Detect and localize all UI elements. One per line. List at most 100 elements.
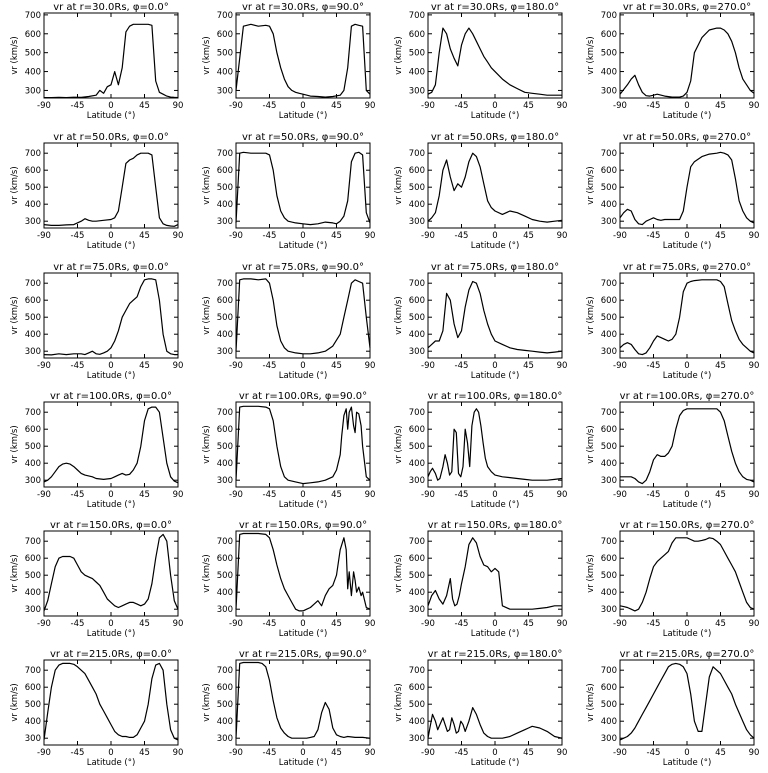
y-tick-label: 600	[25, 166, 41, 176]
x-axis-label: Latitude (°)	[471, 500, 520, 510]
x-tick-label: 0	[300, 619, 305, 629]
x-tick-label: -90	[421, 490, 435, 500]
series-line	[43, 406, 179, 484]
x-tick-label: 0	[300, 748, 305, 758]
subplot-title: vr at r=215.0Rs, φ=90.0°	[239, 649, 367, 660]
x-tick-label: -90	[229, 619, 243, 629]
plot-frame	[427, 530, 563, 617]
x-tick-label: 90	[557, 748, 568, 758]
series-line	[619, 279, 755, 356]
subplot: vr at r=150.0Rs, φ=180.0° -90 -45 0 45 90 300 4…	[394, 520, 567, 639]
x-tick-label: 0	[108, 490, 113, 500]
plot-frame	[427, 142, 563, 229]
series-line	[43, 152, 179, 227]
y-tick-label: 400	[25, 68, 41, 78]
series-line	[427, 280, 563, 354]
plot-frame	[235, 401, 371, 488]
plot-frame	[619, 401, 755, 488]
plot-frame	[43, 659, 179, 746]
y-tick-label: 400	[601, 330, 617, 340]
series-line	[620, 408, 755, 485]
subplot: vr at r=50.0Rs, φ=90.0° -90 -45 0 45 90 300 400…	[202, 132, 375, 251]
y-tick-label: 700	[25, 11, 41, 21]
plot-frame	[43, 272, 179, 359]
series-line	[235, 151, 371, 226]
subplot: vr at r=100.0Rs, φ=90.0° -90 -45 0 45 90 300 40…	[202, 391, 375, 510]
x-tick-label: 45	[523, 231, 534, 241]
y-tick-label: 400	[217, 717, 233, 727]
y-tick-label: 600	[601, 554, 617, 564]
x-tick-label: 90	[749, 231, 760, 241]
y-tick-label: 400	[409, 200, 425, 210]
y-tick-label: 700	[217, 666, 233, 676]
x-tick-label: 0	[684, 490, 689, 500]
plot-frame	[427, 12, 563, 99]
x-tick-label: 0	[108, 748, 113, 758]
y-tick-label: 600	[25, 30, 41, 40]
y-tick-label: 400	[217, 588, 233, 598]
subplot-title: vr at r=30.0Rs, φ=0.0°	[53, 2, 169, 13]
y-tick-label: 700	[409, 11, 425, 21]
series-line	[235, 278, 371, 355]
x-tick-label: -45	[263, 619, 277, 629]
subplot: vr at r=75.0Rs, φ=180.0° -90 -45 0 45 90 300 40…	[394, 262, 567, 381]
x-axis-label: Latitude (°)	[279, 371, 328, 381]
subplot: vr at r=30.0Rs, φ=180.0° -90 -45 0 45 90 300 40…	[394, 2, 567, 121]
subplot: vr at r=100.0Rs, φ=270.0° -90 -45 0 45 90 300 4…	[586, 391, 759, 510]
series-line	[235, 23, 371, 98]
subplot: vr at r=75.0Rs, φ=90.0° -90 -45 0 45 90 300 400…	[202, 262, 375, 381]
y-tick-label: 300	[601, 734, 617, 744]
x-tick-label: 90	[173, 101, 184, 111]
subplot-title: vr at r=75.0Rs, φ=270.0°	[623, 262, 751, 273]
y-axis-label: vr (km/s)	[10, 554, 20, 592]
subplot: vr at r=150.0Rs, φ=270.0° -90 -45 0 45 90 300 4…	[586, 520, 759, 639]
x-tick-label: -90	[229, 490, 243, 500]
subplot: vr at r=215.0Rs, φ=0.0° -90 -45 0 45 90 300 400…	[10, 649, 183, 768]
x-tick-label: 45	[715, 231, 726, 241]
x-tick-label: -90	[421, 231, 435, 241]
x-tick-label: 90	[365, 619, 376, 629]
y-tick-label: 700	[409, 279, 425, 289]
x-tick-label: -45	[263, 101, 277, 111]
x-tick-label: 0	[492, 231, 497, 241]
subplot: vr at r=30.0Rs, φ=270.0° -90 -45 0 45 90 300 40…	[586, 2, 759, 121]
x-tick-label: 45	[715, 490, 726, 500]
x-tick-label: 90	[749, 748, 760, 758]
subplot-title: vr at r=100.0Rs, φ=180.0°	[428, 391, 563, 402]
x-tick-label: -90	[613, 101, 627, 111]
series-line	[619, 151, 755, 226]
subplot-title: vr at r=75.0Rs, φ=0.0°	[53, 262, 169, 273]
plot-frame	[43, 142, 179, 229]
x-tick-label: 90	[749, 490, 760, 500]
x-tick-label: -90	[229, 101, 243, 111]
series-line	[427, 152, 563, 223]
y-tick-label: 600	[25, 554, 41, 564]
y-tick-label: 300	[217, 734, 233, 744]
y-tick-label: 500	[25, 571, 41, 581]
x-tick-label: 90	[365, 748, 376, 758]
x-axis-label: Latitude (°)	[87, 629, 136, 639]
x-tick-label: 45	[139, 748, 150, 758]
y-axis-label: vr (km/s)	[202, 425, 212, 463]
y-tick-label: 500	[217, 49, 233, 59]
y-tick-label: 500	[25, 700, 41, 710]
y-tick-label: 500	[409, 183, 425, 193]
x-tick-label: 45	[139, 490, 150, 500]
y-tick-label: 600	[409, 166, 425, 176]
x-tick-label: 90	[365, 361, 376, 371]
x-tick-label: -90	[37, 101, 51, 111]
y-tick-label: 700	[601, 537, 617, 547]
x-tick-label: -45	[71, 748, 85, 758]
x-tick-label: 45	[715, 101, 726, 111]
series-line	[427, 408, 563, 481]
y-tick-label: 400	[601, 68, 617, 78]
y-tick-label: 300	[601, 86, 617, 96]
x-tick-label: -45	[647, 101, 661, 111]
y-tick-label: 400	[601, 459, 617, 469]
x-tick-label: -45	[71, 231, 85, 241]
plot-frame	[619, 530, 755, 617]
y-axis-label: vr (km/s)	[10, 425, 20, 463]
x-tick-label: -90	[37, 619, 51, 629]
y-tick-label: 500	[409, 313, 425, 323]
